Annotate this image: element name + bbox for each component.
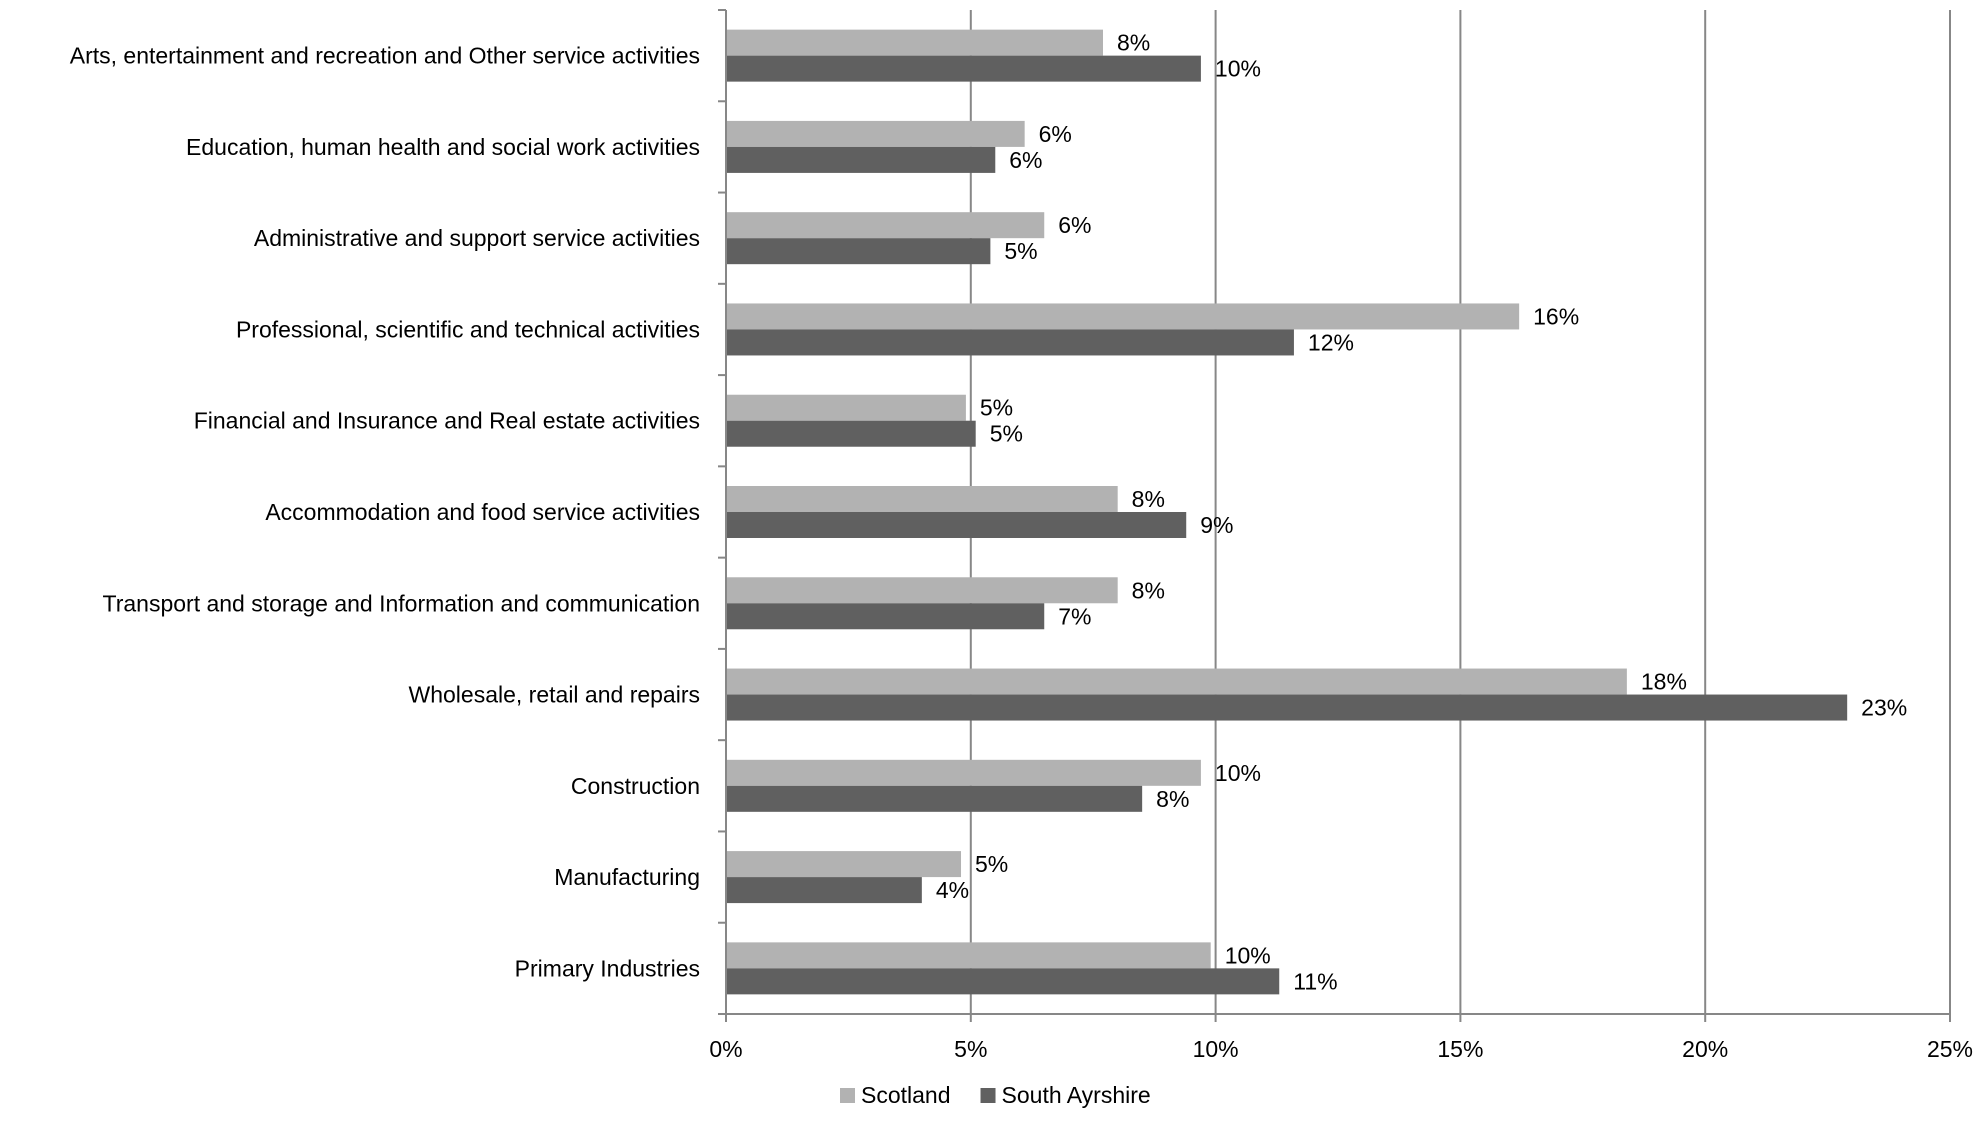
labels: 0% 5% 10% 15% 20% 25% Arts, entertainment and … <box>70 30 1973 1062</box>
bar-south-ayrshire <box>726 877 922 904</box>
category-label: Professional, scientific and technical a… <box>236 316 700 342</box>
category-label: Education, human health and social work … <box>186 134 700 160</box>
data-label: 23% <box>1861 695 1907 721</box>
data-label: 6% <box>1039 121 1072 147</box>
x-tick-label: 0% <box>709 1036 742 1062</box>
data-label: 8% <box>1132 577 1165 603</box>
x-tick-label: 20% <box>1682 1036 1728 1062</box>
data-label: 16% <box>1533 303 1579 329</box>
bar-south-ayrshire <box>726 146 996 173</box>
legend-label: Scotland <box>861 1082 951 1108</box>
bar-scotland <box>726 577 1118 604</box>
data-label: 5% <box>990 421 1023 447</box>
bar-scotland <box>726 120 1025 147</box>
bar-scotland <box>726 29 1103 56</box>
x-tick-label: 15% <box>1437 1036 1483 1062</box>
bar-scotland <box>726 759 1201 786</box>
bar-scotland <box>726 668 1627 695</box>
bar-scotland <box>726 486 1118 512</box>
data-label: 9% <box>1200 512 1233 538</box>
bar-south-ayrshire <box>726 329 1294 356</box>
gridlines <box>969 10 1951 1014</box>
category-label: Accommodation and food service activitie… <box>265 499 700 525</box>
category-label: Arts, entertainment and recreation and O… <box>70 43 700 69</box>
bar-south-ayrshire <box>726 238 991 265</box>
data-label: 6% <box>1009 147 1042 173</box>
bar-south-ayrshire <box>726 55 1201 82</box>
category-label: Manufacturing <box>554 864 700 890</box>
bar-south-ayrshire <box>726 785 1143 812</box>
data-label: 8% <box>1132 486 1165 512</box>
legend-label: South Ayrshire <box>1002 1082 1151 1108</box>
bar-south-ayrshire <box>726 420 976 447</box>
data-label: 5% <box>975 851 1008 877</box>
bar-scotland <box>726 851 962 878</box>
legend: Scotland South Ayrshire <box>840 1082 1151 1108</box>
bar-scotland <box>726 942 1211 969</box>
data-label: 12% <box>1308 329 1354 355</box>
category-label: Construction <box>571 773 700 799</box>
data-label: 18% <box>1641 669 1687 695</box>
axes <box>718 9 1951 1022</box>
category-label: Wholesale, retail and repairs <box>409 682 700 708</box>
data-label: 10% <box>1215 56 1261 82</box>
category-label: Primary Industries <box>515 955 700 981</box>
data-label: 8% <box>1117 30 1150 56</box>
x-tick-label: 25% <box>1927 1036 1973 1062</box>
data-label: 10% <box>1225 942 1271 968</box>
bar-south-ayrshire <box>726 968 1280 995</box>
data-label: 5% <box>980 395 1013 421</box>
category-label: Financial and Insurance and Real estate … <box>194 408 700 434</box>
bar-south-ayrshire <box>726 512 1187 538</box>
bars <box>726 29 1848 995</box>
bar-scotland <box>726 303 1520 330</box>
data-label: 8% <box>1156 786 1189 812</box>
data-label: 7% <box>1058 603 1091 629</box>
data-label: 11% <box>1293 968 1337 994</box>
category-label: Administrative and support service activ… <box>254 225 700 251</box>
bar-scotland <box>726 212 1045 239</box>
x-tick-label: 10% <box>1193 1036 1239 1062</box>
legend-swatch-south-ayrshire <box>980 1088 996 1103</box>
legend-swatch-scotland <box>840 1088 855 1103</box>
category-label: Transport and storage and Information an… <box>103 590 700 616</box>
bar-scotland <box>726 394 966 421</box>
data-label: 10% <box>1215 760 1261 786</box>
data-label: 4% <box>936 877 969 903</box>
x-tick-label: 5% <box>954 1036 987 1062</box>
bar-south-ayrshire <box>726 694 1848 721</box>
data-label: 6% <box>1058 212 1091 238</box>
data-label: 5% <box>1004 238 1037 264</box>
bar-south-ayrshire <box>726 603 1045 630</box>
